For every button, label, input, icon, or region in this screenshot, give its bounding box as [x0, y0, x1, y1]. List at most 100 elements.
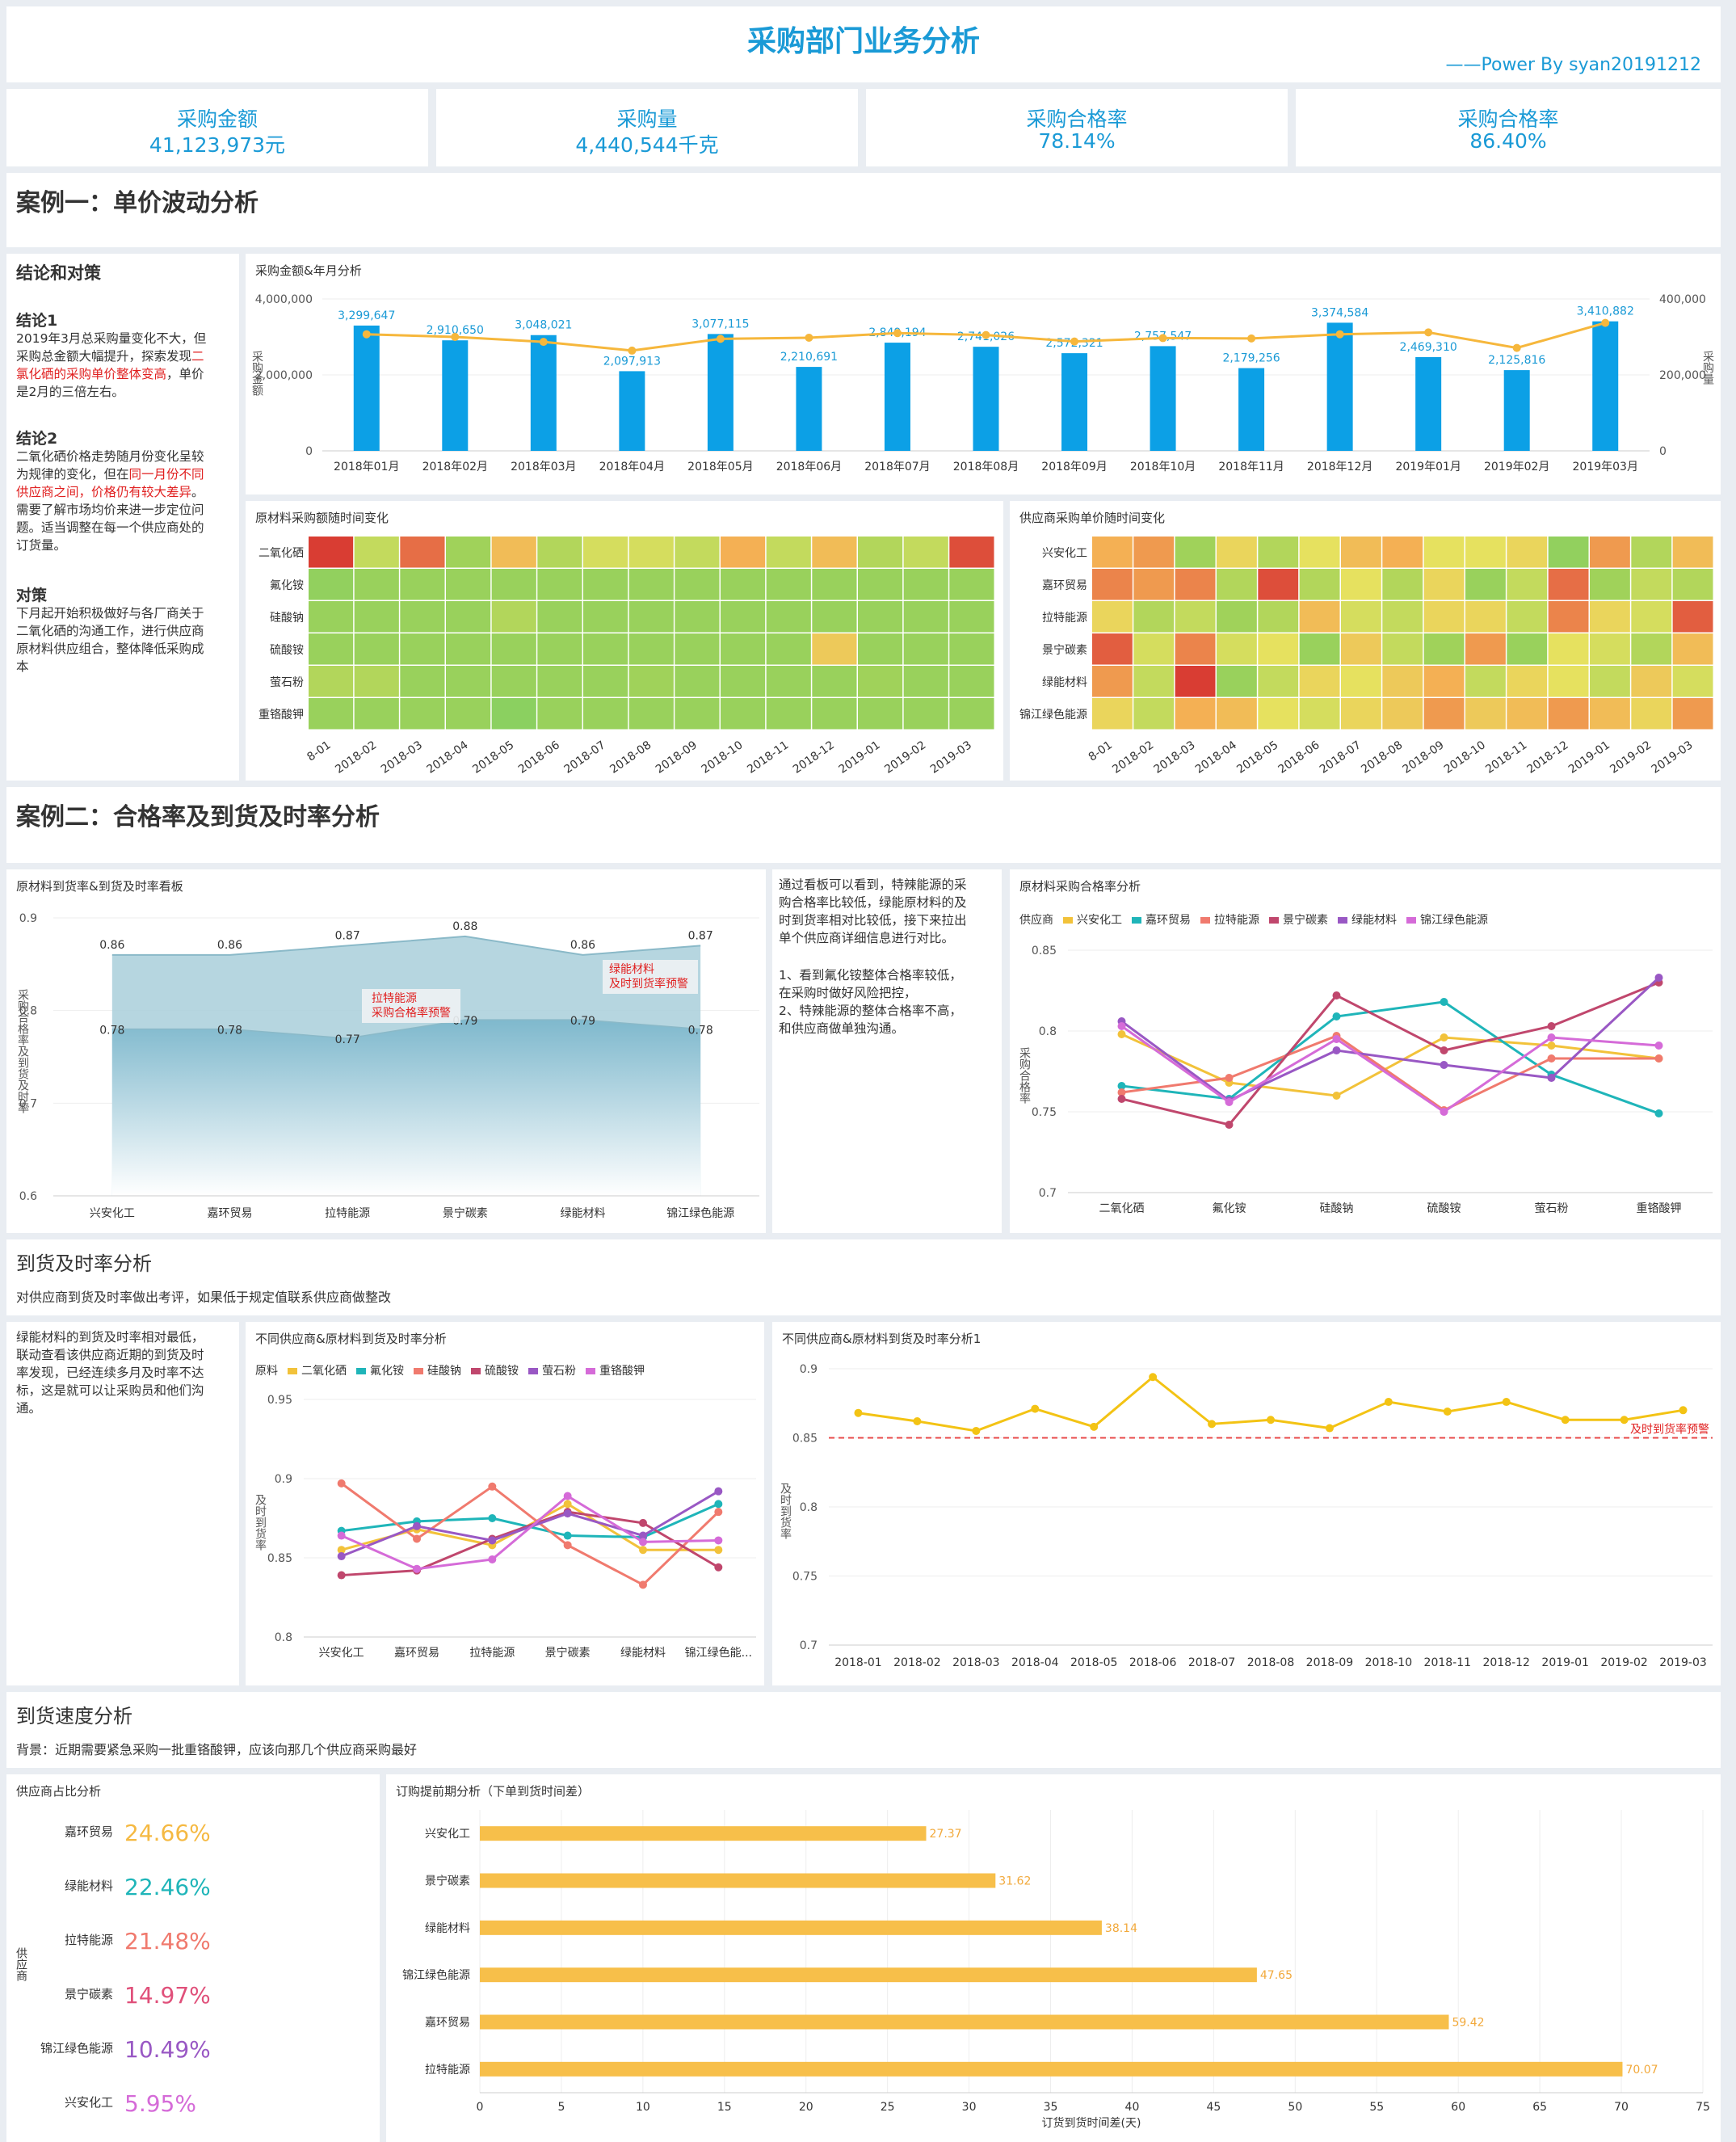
series-point [1225, 1074, 1234, 1082]
bar [480, 1921, 1102, 1935]
heat-cell [1590, 666, 1630, 697]
volume-point [1159, 334, 1167, 342]
monthly-bar-line-chart: 4,000,0002,000,0000400,000200,0000采购金额 采购… [246, 254, 1721, 494]
heat-cell [537, 666, 582, 697]
series-point [338, 1552, 346, 1560]
x-tick-label: 绿能材料 [561, 1207, 606, 1220]
y2-tick-label: 400,000 [1659, 293, 1706, 306]
y-tick-label: 嘉环贸易 [425, 2017, 470, 2030]
supplier-name: 兴安化工 [65, 2095, 113, 2110]
heat-cell [629, 537, 674, 568]
x-tick-label: 锦江绿色能... [685, 1646, 752, 1660]
series-line [1122, 1026, 1659, 1112]
heat-cell [767, 601, 811, 633]
series-point [338, 1532, 346, 1540]
y2-tick-label: 0 [1659, 445, 1667, 458]
heat-cell [1465, 601, 1506, 633]
heat-cell [812, 569, 856, 600]
heat-cell [1590, 698, 1630, 730]
x-tick-label: 2018-06 [516, 739, 562, 776]
heat-cell [1549, 569, 1589, 600]
volume-point [893, 329, 902, 337]
heat-cell [1465, 666, 1506, 697]
heat-cell [1673, 537, 1713, 568]
heat-cell [1673, 633, 1713, 665]
bar [480, 1874, 995, 1888]
series-point [1118, 1030, 1126, 1038]
x-tick-label: 2018-06 [1129, 1656, 1177, 1669]
heat-cell [583, 569, 628, 600]
ontime-line-chart: 0.950.90.850.8及时到货率兴安化工 嘉环贸易 拉特能源 景宁碳素 绿能材料锦… [246, 1322, 764, 1685]
series-point [1548, 1074, 1556, 1082]
x-tick-label: 萤石粉 [1535, 1202, 1569, 1215]
bar [885, 343, 910, 451]
quality-chart-panel: 原材料采购合格率分析 供应商 兴安化工 嘉环贸易 拉特能源 景宁碳素 绿能材料 锦江绿色能源… [1010, 869, 1721, 1233]
heat-cell [1507, 633, 1547, 665]
series-point [1225, 1098, 1234, 1106]
heat-cell [1300, 666, 1340, 697]
bar-value-label: 47.65 [1260, 1969, 1293, 1982]
page-title: 采购部门业务分析 [6, 18, 1721, 60]
y-tick-label: 兴安化工 [425, 1828, 470, 1841]
kpi-label: 采购合格率 [1296, 103, 1721, 133]
heat-cell [858, 601, 902, 633]
x-tick-label: 2018年02月 [422, 461, 488, 473]
heat-cell [583, 633, 628, 665]
monthly-chart-panel: 采购金额&年月分析 4,000,000 2,000,000 0 400,000 200,… [246, 254, 1721, 494]
heat-cell [858, 537, 902, 568]
series-point [1679, 1406, 1688, 1414]
data-label: 0.86 [570, 939, 595, 952]
conclusion2-text: 二氧化硒价格走势随月份变化呈较 为规律的变化，但在同一月份不同 供应商之间，价格… [16, 448, 234, 554]
supplier-share: 21.48% [124, 1928, 211, 1955]
heat-cell [1673, 698, 1713, 730]
heat-cell [492, 601, 536, 633]
heat-cell [1175, 633, 1216, 665]
x-tick-label: 2018-10 [1365, 1656, 1413, 1669]
heat-cell [1382, 666, 1423, 697]
x-tick-label: 2018-11 [1424, 1656, 1472, 1669]
heat-cell [309, 698, 353, 730]
case1-header: 案例一：单价波动分析 [6, 173, 1721, 247]
volume-point [717, 335, 725, 343]
heat-cell [1133, 666, 1174, 697]
x-tick-label: 2018-01 [834, 1656, 882, 1669]
bar [1238, 368, 1264, 451]
y-tick-label: 0.9 [275, 1473, 292, 1486]
series-point [413, 1565, 421, 1573]
heat-cell [1341, 633, 1381, 665]
series-point [564, 1541, 572, 1549]
heat-cell [1175, 537, 1216, 568]
x-tick-label: 2018-07 [1188, 1656, 1236, 1669]
analysis-paragraph-2: 1、看到氟化铵整体合格率较低， 在采购时做好风险把控， 2、特辣能源的整体合格率不高… [779, 966, 998, 1037]
heat-cell [400, 666, 444, 697]
heat-cell [400, 569, 444, 600]
heat-cell [446, 537, 490, 568]
series-point [1440, 1108, 1448, 1116]
heat-cell [1424, 601, 1465, 633]
heat-cell [675, 601, 719, 633]
supplier-name: 拉特能源 [65, 1933, 113, 1947]
x-tick-label: 重铬酸钾 [1637, 1202, 1682, 1215]
y-tick-label: 0.8 [800, 1501, 818, 1514]
series-point [1225, 1121, 1234, 1129]
heat-cell [309, 633, 353, 665]
heat-cell [1133, 569, 1174, 600]
supplier-name: 锦江绿色能源 [40, 2041, 113, 2056]
bar-value-label: 2,125,816 [1488, 354, 1545, 367]
series-point [1440, 1033, 1448, 1042]
x-tick-label: 10 [636, 2101, 650, 2114]
kpi-value: 78.14% [866, 129, 1288, 153]
x-tick-label: 55 [1369, 2101, 1384, 2114]
heat-cell [767, 698, 811, 730]
x-tick-label: 75 [1696, 2101, 1710, 2114]
heat-cell [355, 569, 399, 600]
heat-cell [1465, 537, 1506, 568]
countermeasure-text: 下月起开始积极做好与各厂商关于 二氧化硒的沟通工作，进行供应商 原材料供应组合，… [16, 604, 234, 675]
x-tick-label: 2018年09月 [1041, 461, 1107, 473]
countermeasure-title: 对策 [16, 583, 47, 605]
heat-cell [1507, 569, 1547, 600]
series-point [639, 1519, 647, 1527]
bar [480, 1826, 927, 1841]
heat-cell [355, 698, 399, 730]
series-point [413, 1534, 421, 1542]
